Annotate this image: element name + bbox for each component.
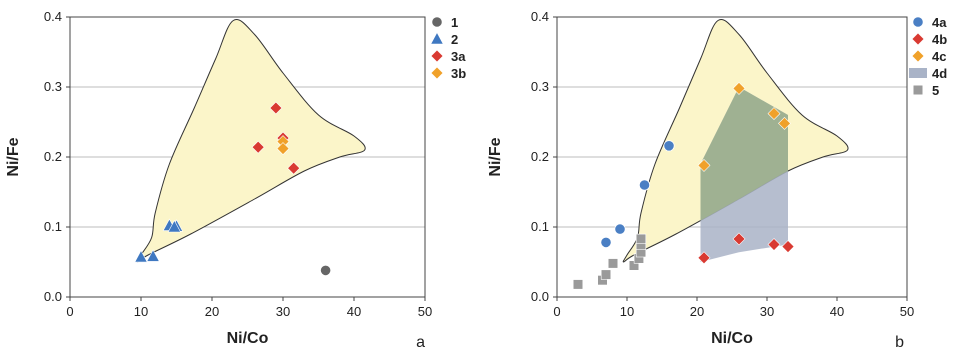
x-tick-label: 40 bbox=[830, 304, 844, 319]
data-point-5 bbox=[572, 279, 584, 290]
y-tick-label: 0.2 bbox=[44, 149, 62, 164]
legend-label-4c: 4c bbox=[932, 49, 946, 64]
x-tick-label: 0 bbox=[553, 304, 560, 319]
x-axis-label: Ni/Co bbox=[711, 330, 753, 347]
y-tick-label: 0.4 bbox=[44, 9, 62, 24]
y-tick-label: 0.3 bbox=[44, 79, 62, 94]
data-point-4c bbox=[778, 116, 791, 130]
data-point-4b bbox=[697, 251, 711, 265]
data-point-2 bbox=[167, 219, 182, 233]
data-point-4a bbox=[663, 140, 675, 152]
x-tick-label: 10 bbox=[134, 304, 148, 319]
y-tick-label: 0.0 bbox=[531, 289, 549, 304]
x-tick-label: 40 bbox=[347, 304, 361, 319]
data-point-3a bbox=[269, 101, 283, 115]
ni-fe-field-outline bbox=[136, 19, 366, 263]
legend-label-4a: 4a bbox=[932, 15, 947, 30]
data-point-3a bbox=[287, 161, 301, 175]
data-point-5 bbox=[635, 233, 647, 245]
x-tick-label: 0 bbox=[66, 304, 73, 319]
data-point-4c bbox=[697, 158, 711, 172]
legend-marker-4c bbox=[911, 49, 925, 63]
data-point-4b bbox=[767, 238, 781, 251]
data-point-4a bbox=[600, 236, 612, 248]
chart-panel-a: 0 10 20 30 40 50 0.0 0.1 0.2 0.3 0.4 Ni/Co Ni/Fe a 1 2 3… bbox=[5, 9, 466, 351]
panel-label: b bbox=[895, 334, 904, 351]
data-point-4a bbox=[614, 223, 626, 235]
x-tick-label: 20 bbox=[205, 304, 219, 319]
data-point-4b bbox=[781, 240, 795, 254]
data-point-4b bbox=[732, 232, 746, 246]
y-tick-label: 0.3 bbox=[531, 79, 549, 94]
x-tick-label: 30 bbox=[760, 304, 774, 319]
x-tick-label: 50 bbox=[418, 304, 432, 319]
x-tick-label: 30 bbox=[276, 304, 290, 319]
y-axis-label: Ni/Fe bbox=[5, 137, 22, 176]
legend-marker-1 bbox=[431, 16, 443, 28]
legend-label-3a: 3a bbox=[451, 49, 466, 64]
x-axis-label: Ni/Co bbox=[227, 330, 269, 347]
data-point-4c bbox=[767, 107, 781, 121]
y-tick-label: 0.1 bbox=[44, 219, 62, 234]
x-tick-label: 10 bbox=[620, 304, 634, 319]
data-point-4a bbox=[638, 179, 651, 191]
y-tick-label: 0.2 bbox=[531, 149, 549, 164]
data-point-2 bbox=[146, 249, 160, 262]
data-point-5 bbox=[600, 269, 612, 280]
legend-marker-3b bbox=[430, 66, 444, 80]
data-point-5 bbox=[607, 258, 619, 269]
y-tick-label: 0.1 bbox=[531, 219, 549, 234]
legend-marker-4a bbox=[912, 16, 924, 28]
legend-marker-3a bbox=[430, 49, 444, 63]
data-point-2 bbox=[134, 249, 148, 263]
legend-marker-4d bbox=[909, 68, 927, 78]
legend-marker-5 bbox=[912, 84, 924, 96]
panel-label: a bbox=[416, 334, 425, 351]
data-point-3b bbox=[276, 142, 290, 156]
x-tick-label: 20 bbox=[690, 304, 704, 319]
legend-label-1: 1 bbox=[451, 15, 458, 30]
y-tick-label: 0.4 bbox=[531, 9, 549, 24]
legend-label-3b: 3b bbox=[451, 66, 466, 81]
y-tick-label: 0.0 bbox=[44, 289, 62, 304]
legend-label-2: 2 bbox=[451, 32, 458, 47]
legend-marker-2 bbox=[430, 31, 444, 45]
chart-panel-b: 0 10 20 30 40 50 0.0 0.1 0.2 0.3 0.4 Ni/Co Ni/Fe b 4a 4… bbox=[487, 9, 947, 351]
x-tick-label: 50 bbox=[900, 304, 914, 319]
legend-label-4d: 4d bbox=[932, 66, 947, 81]
legend-label-4b: 4b bbox=[932, 32, 947, 47]
legend-marker-4b bbox=[911, 32, 925, 46]
data-point-4c bbox=[732, 81, 746, 95]
data-point-3a bbox=[251, 140, 265, 154]
y-axis-label: Ni/Fe bbox=[487, 137, 504, 176]
legend-label-5: 5 bbox=[932, 83, 939, 98]
data-point-1 bbox=[319, 264, 332, 276]
